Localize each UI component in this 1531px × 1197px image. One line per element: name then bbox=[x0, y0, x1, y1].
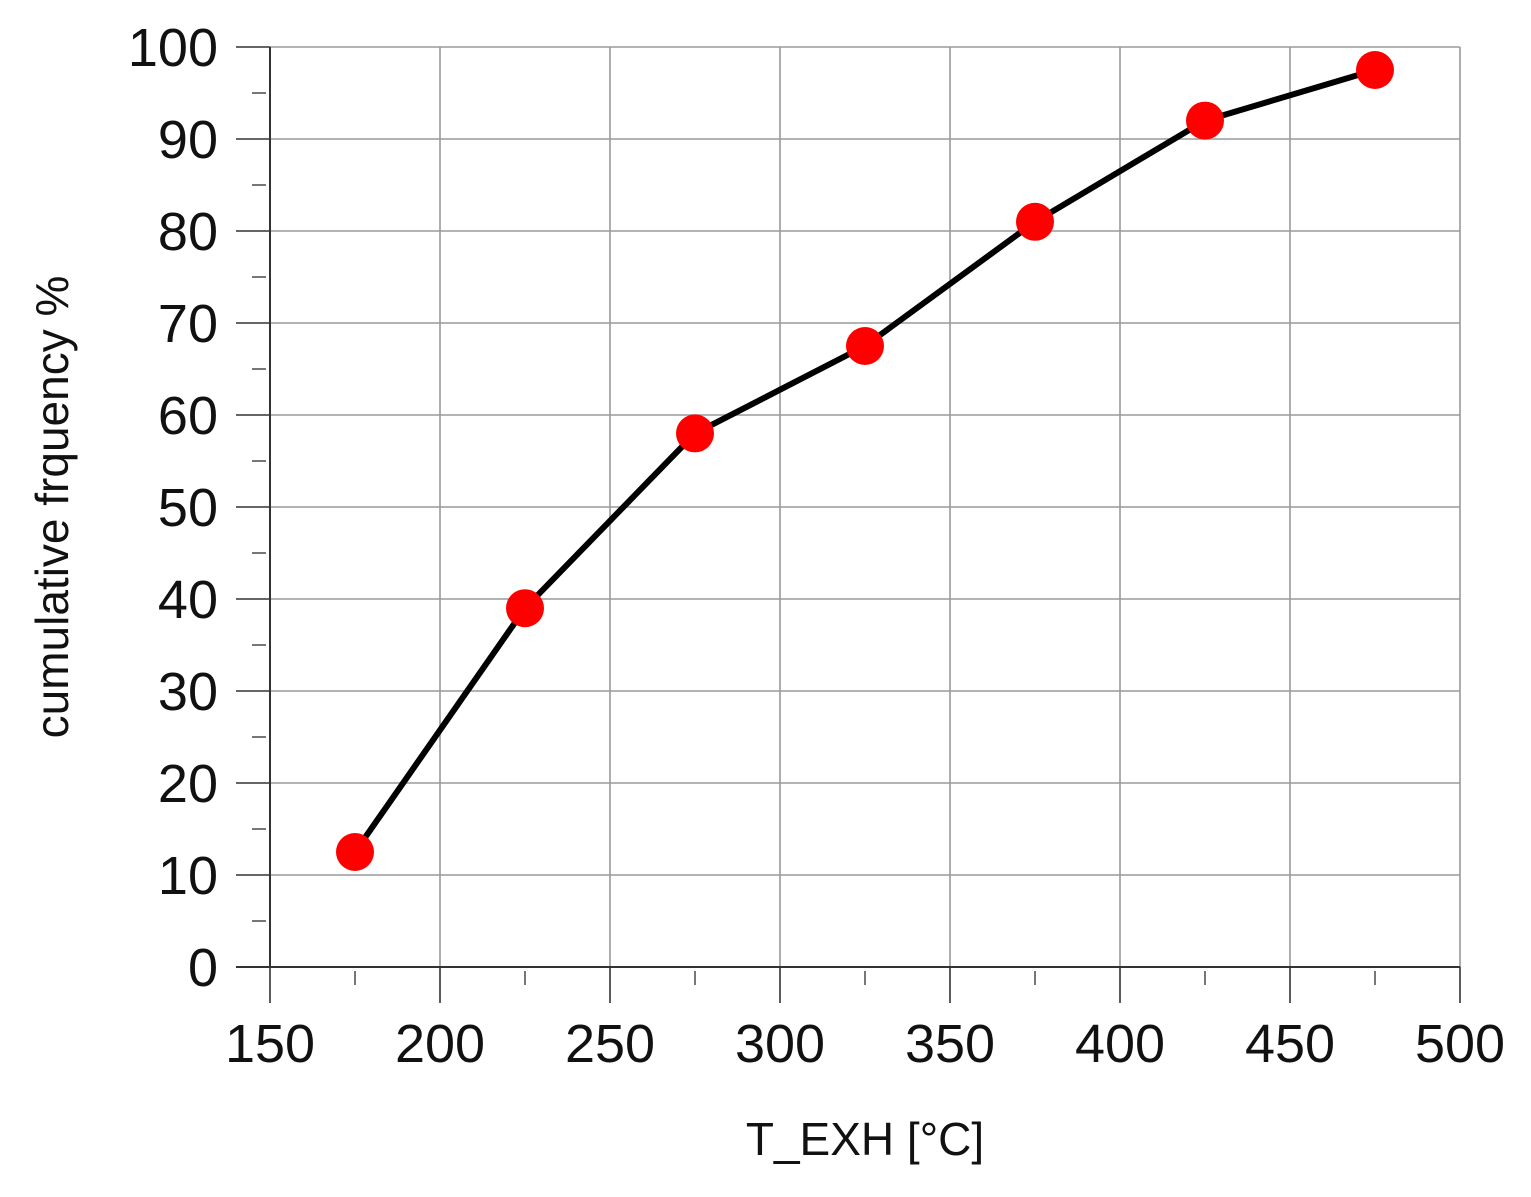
x-tick-label: 450 bbox=[1245, 1014, 1335, 1074]
minor-ticks bbox=[252, 92, 1376, 985]
y-tick-label: 80 bbox=[158, 202, 218, 262]
data-point bbox=[336, 833, 374, 871]
x-tick-label: 500 bbox=[1415, 1014, 1505, 1074]
x-tick-label: 350 bbox=[905, 1014, 995, 1074]
x-tick-label: 400 bbox=[1075, 1014, 1165, 1074]
data-point bbox=[506, 589, 544, 628]
y-tick-label: 50 bbox=[158, 478, 218, 538]
axes bbox=[236, 46, 1461, 1003]
y-tick-label: 30 bbox=[158, 662, 218, 722]
y-tick-label: 40 bbox=[158, 570, 218, 630]
y-tick-label: 0 bbox=[188, 938, 218, 998]
data-point bbox=[1356, 51, 1394, 89]
y-tick-label: 90 bbox=[158, 110, 218, 170]
x-tick-label: 150 bbox=[225, 1014, 315, 1074]
y-tick-label: 20 bbox=[158, 754, 218, 814]
data-point bbox=[1016, 202, 1054, 241]
y-tick-label: 10 bbox=[158, 846, 218, 906]
x-tick-label: 250 bbox=[565, 1014, 655, 1074]
x-axis-title: T_EXH [°C] bbox=[746, 1113, 984, 1165]
data-point bbox=[1186, 101, 1224, 140]
data-point bbox=[676, 414, 714, 453]
x-tick-labels: 150 200 250 300 350 400 450 500 bbox=[225, 1014, 1505, 1074]
y-tick-labels: 0 10 20 30 40 50 60 70 80 90 100 bbox=[128, 18, 218, 998]
y-axis-title: cumulative frquency % bbox=[26, 276, 78, 739]
y-tick-label: 60 bbox=[158, 386, 218, 446]
y-tick-label: 70 bbox=[158, 294, 218, 354]
x-tick-label: 200 bbox=[395, 1014, 485, 1074]
series bbox=[336, 51, 1394, 871]
x-tick-label: 300 bbox=[735, 1014, 825, 1074]
data-point bbox=[846, 327, 884, 365]
y-tick-label: 100 bbox=[128, 18, 218, 78]
